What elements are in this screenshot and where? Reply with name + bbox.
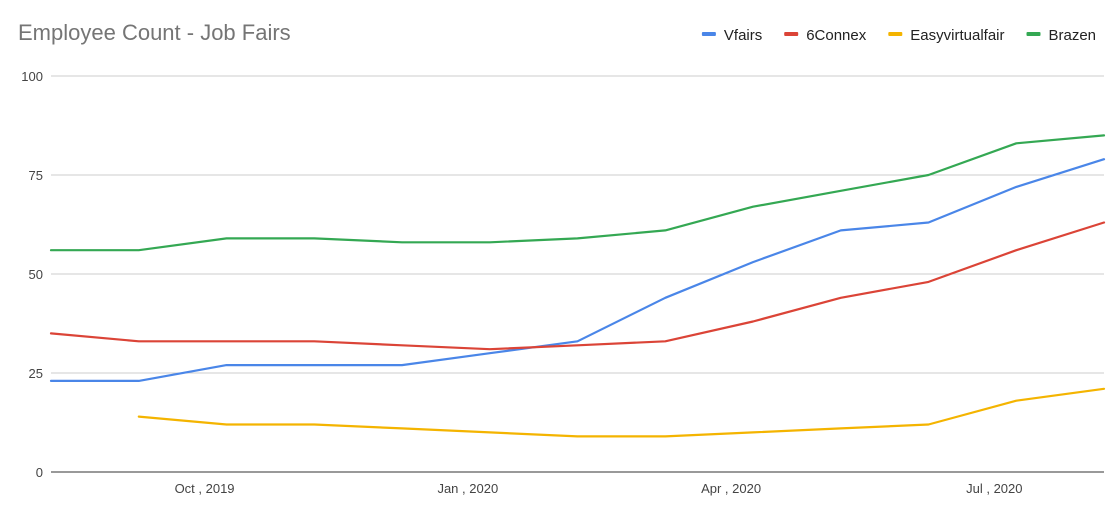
- y-tick-label: 0: [36, 465, 43, 480]
- legend-item-6connex[interactable]: 6Connex: [784, 27, 867, 44]
- legend-label: Vfairs: [724, 27, 762, 44]
- legend-swatch: [701, 32, 716, 36]
- legend-label: Brazen: [1049, 27, 1097, 44]
- x-tick-label: Jan , 2020: [437, 481, 498, 496]
- x-axis: Oct , 2019 Jan , 2020 Apr , 2020 Jul , 2020: [175, 481, 1023, 496]
- x-tick-label: Apr , 2020: [701, 481, 761, 496]
- y-tick-label: 50: [29, 267, 43, 282]
- series-line-brazen: [49, 134, 1106, 252]
- series-lines: [49, 134, 1106, 438]
- legend-item-easyvirtualfair[interactable]: Easyvirtualfair: [888, 27, 1005, 44]
- y-axis: 0 25 50 75 100: [21, 69, 43, 480]
- series-line-vfairs: [49, 158, 1106, 382]
- legend-label: 6Connex: [806, 27, 867, 44]
- x-tick-label: Oct , 2019: [175, 481, 235, 496]
- legend-label: Easyvirtualfair: [910, 27, 1004, 44]
- legend-item-vfairs[interactable]: Vfairs: [701, 27, 762, 44]
- chart-title: Employee Count - Job Fairs: [18, 20, 291, 45]
- series-line-easyvirtualfair: [137, 387, 1106, 438]
- y-tick-label: 75: [29, 168, 43, 183]
- series-line-6connex: [49, 221, 1106, 351]
- grid-lines: [51, 75, 1104, 473]
- legend: Vfairs 6Connex Easyvirtualfair Brazen: [701, 27, 1097, 44]
- y-tick-label: 25: [29, 366, 43, 381]
- legend-swatch: [1026, 32, 1041, 36]
- legend-swatch: [784, 32, 799, 36]
- legend-item-brazen[interactable]: Brazen: [1026, 27, 1097, 44]
- legend-swatch: [888, 32, 903, 36]
- y-tick-label: 100: [21, 69, 43, 84]
- x-tick-label: Jul , 2020: [966, 481, 1022, 496]
